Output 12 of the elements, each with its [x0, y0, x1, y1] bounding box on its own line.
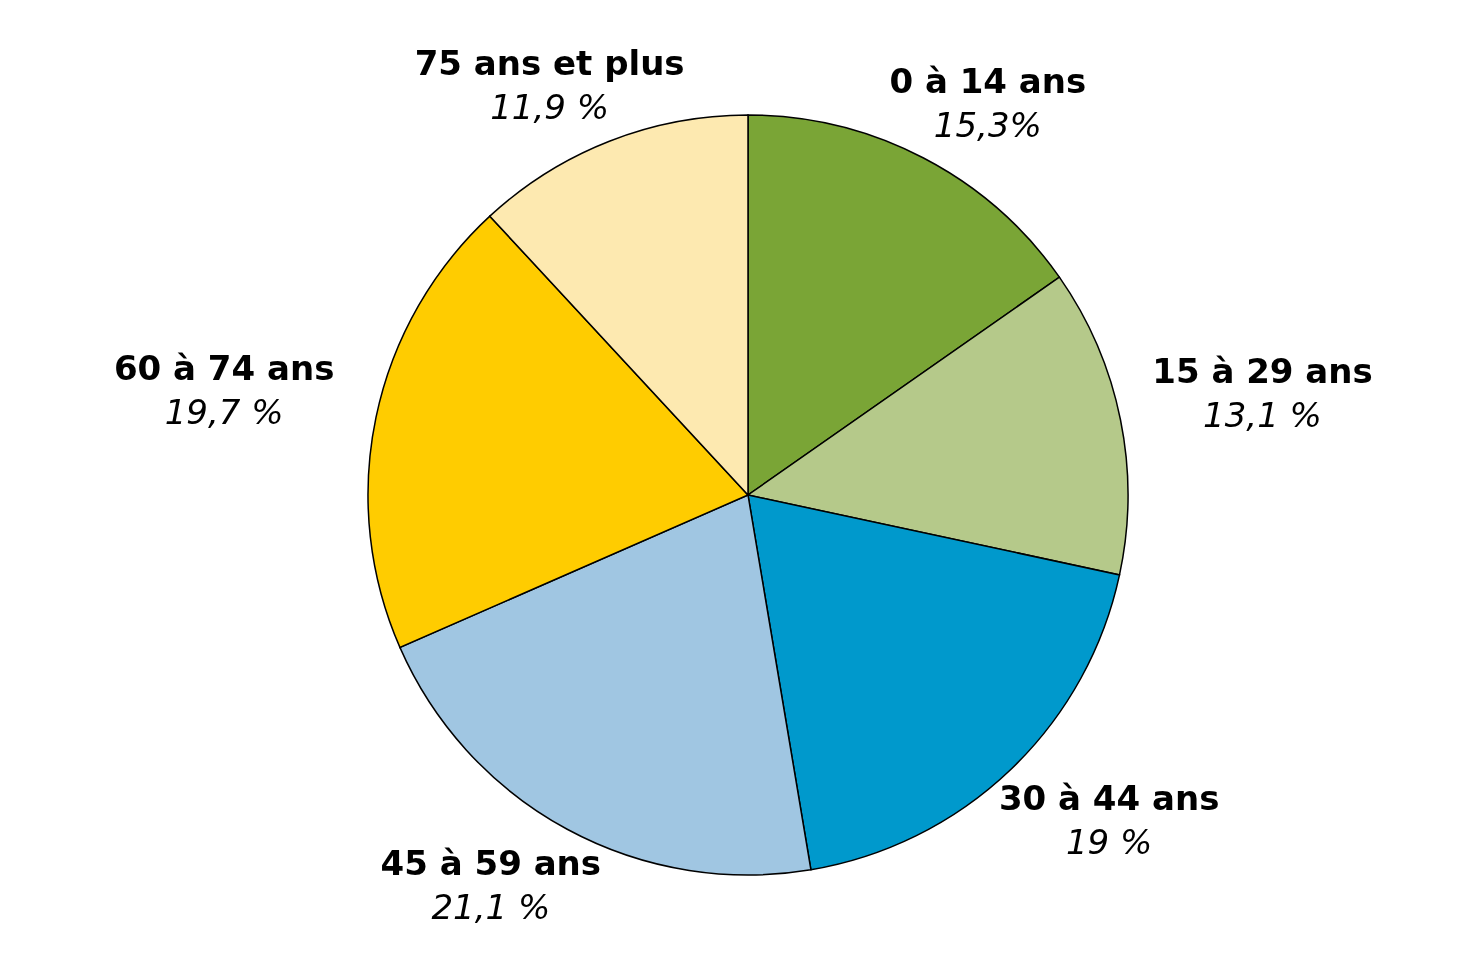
data-label: 13,1 % — [1203, 394, 1322, 435]
slice-label: 0 à 14 ans — [889, 61, 1087, 102]
slice-label: 45 à 59 ans — [380, 843, 602, 884]
slice-label: 75 ans et plus — [414, 42, 685, 83]
slice-label: 30 à 44 ans — [998, 777, 1220, 818]
data-label: 21,1 % — [431, 887, 551, 928]
data-label: 11,9 % — [490, 86, 610, 127]
data-label: 15,3% — [933, 105, 1042, 146]
data-label: 19,7 % — [164, 392, 284, 433]
data-label: 19 % — [1065, 821, 1153, 862]
slice-label: 15 à 29 ans — [1152, 350, 1373, 391]
slice-label: 60 à 74 ans — [113, 348, 335, 389]
